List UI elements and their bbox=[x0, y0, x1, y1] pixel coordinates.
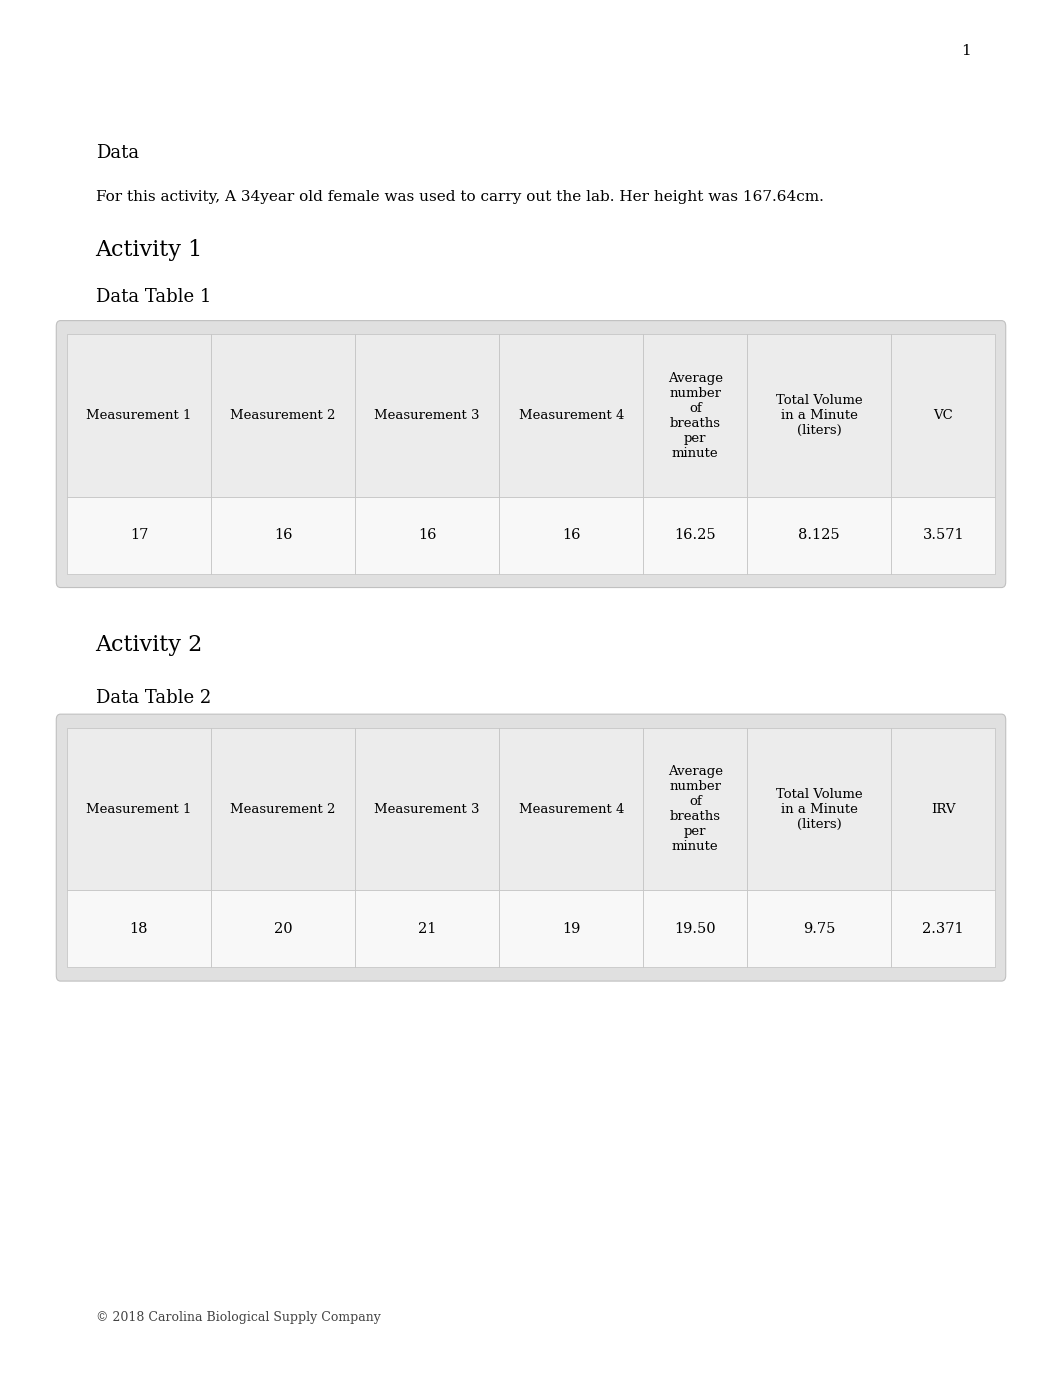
Bar bbox=[644, 890, 748, 967]
Bar bbox=[355, 890, 499, 967]
Bar bbox=[748, 334, 891, 497]
Text: Data Table 1: Data Table 1 bbox=[96, 288, 211, 305]
Text: 2.371: 2.371 bbox=[923, 922, 964, 936]
Bar bbox=[748, 890, 891, 967]
Text: 19.50: 19.50 bbox=[674, 922, 716, 936]
Bar bbox=[644, 334, 748, 497]
Text: 16.25: 16.25 bbox=[674, 528, 716, 542]
Text: Average
number
of
breaths
per
minute: Average number of breaths per minute bbox=[668, 765, 723, 853]
Bar bbox=[67, 890, 211, 967]
Text: IRV: IRV bbox=[931, 802, 956, 816]
Bar bbox=[499, 890, 644, 967]
Text: For this activity, A 34year old female was used to carry out the lab. Her height: For this activity, A 34year old female w… bbox=[96, 190, 823, 204]
Bar bbox=[891, 890, 995, 967]
Bar bbox=[355, 728, 499, 890]
Text: Measurement 3: Measurement 3 bbox=[375, 409, 480, 422]
Text: 21: 21 bbox=[418, 922, 436, 936]
Bar bbox=[499, 334, 644, 497]
Text: 16: 16 bbox=[274, 528, 292, 542]
Text: Measurement 4: Measurement 4 bbox=[518, 802, 624, 816]
Text: VC: VC bbox=[933, 409, 953, 422]
Text: Data: Data bbox=[96, 144, 139, 162]
Text: Activity 2: Activity 2 bbox=[96, 634, 203, 656]
Bar bbox=[211, 497, 355, 574]
Bar bbox=[891, 728, 995, 890]
Text: © 2018 Carolina Biological Supply Company: © 2018 Carolina Biological Supply Compan… bbox=[96, 1311, 380, 1324]
Text: 19: 19 bbox=[562, 922, 581, 936]
Bar bbox=[67, 728, 211, 890]
Text: Data Table 2: Data Table 2 bbox=[96, 689, 211, 707]
FancyBboxPatch shape bbox=[56, 321, 1006, 588]
Bar bbox=[211, 334, 355, 497]
Text: Measurement 1: Measurement 1 bbox=[86, 802, 191, 816]
Text: 9.75: 9.75 bbox=[803, 922, 836, 936]
Text: Measurement 2: Measurement 2 bbox=[230, 409, 336, 422]
Text: Measurement 1: Measurement 1 bbox=[86, 409, 191, 422]
Bar bbox=[644, 497, 748, 574]
Bar bbox=[748, 497, 891, 574]
Bar bbox=[644, 728, 748, 890]
Text: 16: 16 bbox=[562, 528, 581, 542]
Bar bbox=[499, 728, 644, 890]
Text: 17: 17 bbox=[130, 528, 149, 542]
Bar bbox=[211, 728, 355, 890]
Text: 8.125: 8.125 bbox=[799, 528, 840, 542]
Bar bbox=[67, 334, 211, 497]
Bar bbox=[355, 334, 499, 497]
Bar bbox=[891, 334, 995, 497]
Text: 16: 16 bbox=[418, 528, 436, 542]
Text: Activity 1: Activity 1 bbox=[96, 239, 203, 261]
Text: Total Volume
in a Minute
(liters): Total Volume in a Minute (liters) bbox=[776, 787, 862, 831]
FancyBboxPatch shape bbox=[56, 714, 1006, 981]
Bar bbox=[499, 497, 644, 574]
Bar bbox=[67, 497, 211, 574]
Text: Measurement 2: Measurement 2 bbox=[230, 802, 336, 816]
Bar bbox=[211, 890, 355, 967]
Text: 18: 18 bbox=[130, 922, 149, 936]
Text: 20: 20 bbox=[274, 922, 292, 936]
Text: Measurement 4: Measurement 4 bbox=[518, 409, 624, 422]
Text: Measurement 3: Measurement 3 bbox=[375, 802, 480, 816]
Bar bbox=[355, 497, 499, 574]
Bar bbox=[748, 728, 891, 890]
Bar bbox=[891, 497, 995, 574]
Text: Total Volume
in a Minute
(liters): Total Volume in a Minute (liters) bbox=[776, 394, 862, 438]
Text: Average
number
of
breaths
per
minute: Average number of breaths per minute bbox=[668, 372, 723, 460]
Text: 1: 1 bbox=[961, 44, 972, 58]
Text: 3.571: 3.571 bbox=[923, 528, 964, 542]
